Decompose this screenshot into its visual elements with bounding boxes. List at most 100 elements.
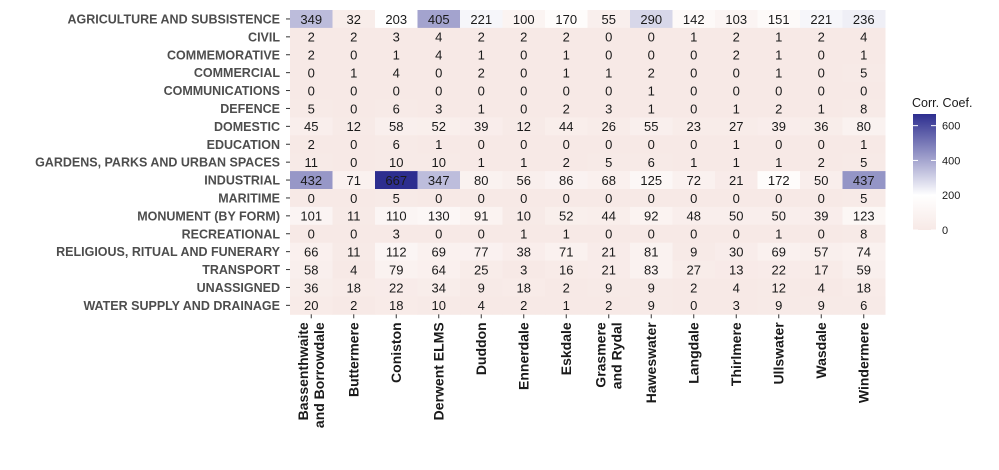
heatmap-cell [757, 135, 801, 154]
heatmap-cell [800, 278, 843, 297]
heatmap-cell [715, 278, 758, 297]
heatmap-cell [672, 63, 716, 83]
heatmap-cell [672, 278, 716, 297]
heatmap-cell [375, 242, 418, 262]
heatmap-cell [375, 63, 418, 83]
heatmap-cell [672, 153, 716, 172]
row-label: AGRICULTURE AND SUBSISTENCE [67, 12, 280, 26]
heatmap-cell [800, 189, 843, 208]
cell-value: 3 [605, 101, 612, 116]
heatmap-cell [290, 81, 333, 100]
cell-value: 83 [644, 262, 658, 277]
column-label: Ennerdale [516, 322, 532, 390]
heatmap-cell [332, 224, 376, 244]
heatmap-cell [672, 99, 716, 118]
heatmap-cell [332, 153, 376, 172]
heatmap-cell [417, 135, 461, 154]
cell-value: 11 [305, 155, 319, 170]
heatmap-cell [757, 242, 801, 262]
cell-value: 0 [308, 227, 315, 242]
heatmap-cell [332, 117, 376, 136]
heatmap-cell [460, 63, 503, 83]
heatmap-cell [460, 81, 503, 100]
cell-value: 0 [435, 227, 442, 242]
cell-value: 151 [768, 12, 790, 27]
heatmap-cells [290, 10, 886, 315]
cell-value: 2 [520, 298, 527, 313]
cell-value: 38 [517, 244, 531, 259]
heatmap-cell [460, 296, 503, 315]
cell-value: 0 [648, 227, 655, 242]
cell-value: 12 [517, 119, 531, 134]
cell-value: 0 [818, 191, 825, 206]
heatmap-cell [842, 99, 886, 118]
heatmap-cell [375, 189, 418, 208]
cell-value: 71 [559, 244, 573, 259]
heatmap-cell [332, 27, 376, 47]
heatmap-cell [672, 206, 716, 226]
cell-value: 4 [478, 298, 485, 313]
heatmap-cell [545, 260, 588, 279]
heatmap-cell [290, 10, 333, 29]
cell-value: 1 [648, 83, 655, 98]
heatmap-cell [545, 63, 588, 83]
heatmap-cell [842, 242, 886, 262]
heatmap-cell [290, 224, 333, 244]
heatmap-cell [842, 206, 886, 226]
cell-value: 0 [690, 191, 697, 206]
heatmap-cell [460, 99, 503, 118]
cell-value: 39 [772, 119, 786, 134]
heatmap-cell [800, 260, 843, 279]
cell-value: 1 [478, 101, 485, 116]
heatmap-cell [460, 278, 503, 297]
heatmap-cell [375, 117, 418, 136]
cell-value: 64 [432, 262, 446, 277]
cell-value: 0 [818, 65, 825, 80]
cell-value: 1 [563, 227, 570, 242]
heatmap-cell [672, 171, 716, 190]
cell-value: 0 [520, 48, 527, 63]
heatmap-cell [290, 296, 333, 315]
cell-value: 2 [350, 298, 357, 313]
heatmap-cell [417, 242, 461, 262]
heatmap-cell [502, 117, 546, 136]
heatmap-cell [545, 206, 588, 226]
heatmap-cell [375, 153, 418, 172]
heatmap-cell [417, 206, 461, 226]
heatmap-cell [715, 27, 758, 47]
cell-value: 0 [478, 83, 485, 98]
heatmap-cell [545, 117, 588, 136]
column-label: Eskdale [558, 322, 574, 375]
cell-value: 52 [559, 209, 573, 224]
cell-value: 18 [517, 280, 531, 295]
cell-value: 23 [687, 119, 701, 134]
heatmap-cell [545, 45, 588, 65]
heatmap-cell [545, 27, 588, 47]
heatmap-cell [757, 153, 801, 172]
heatmap-cell [375, 224, 418, 244]
heatmap-cell [417, 171, 461, 190]
heatmap-cell [332, 296, 376, 315]
heatmap-cell [800, 99, 843, 118]
heatmap-cell [842, 153, 886, 172]
cell-value: 36 [814, 119, 828, 134]
cell-value: 1 [563, 298, 570, 313]
heatmap-cell [757, 81, 801, 100]
heatmap-cell [587, 153, 631, 172]
heatmap-cell [800, 206, 843, 226]
heatmap-cell [715, 153, 758, 172]
heatmap-cell [800, 27, 843, 47]
heatmap-cell [715, 206, 758, 226]
heatmap-cell [290, 206, 333, 226]
row-label: GARDENS, PARKS AND URBAN SPACES [35, 156, 280, 170]
cell-value: 0 [818, 137, 825, 152]
cell-value: 55 [602, 12, 616, 27]
column-label: Thirlmere [728, 322, 744, 386]
heatmap-cell [460, 45, 503, 65]
cell-value: 172 [768, 173, 790, 188]
heatmap-cell [842, 27, 886, 47]
cell-value: 125 [640, 173, 662, 188]
cell-value: 1 [775, 30, 782, 45]
heatmap-cell [417, 63, 461, 83]
cell-value: 0 [308, 65, 315, 80]
